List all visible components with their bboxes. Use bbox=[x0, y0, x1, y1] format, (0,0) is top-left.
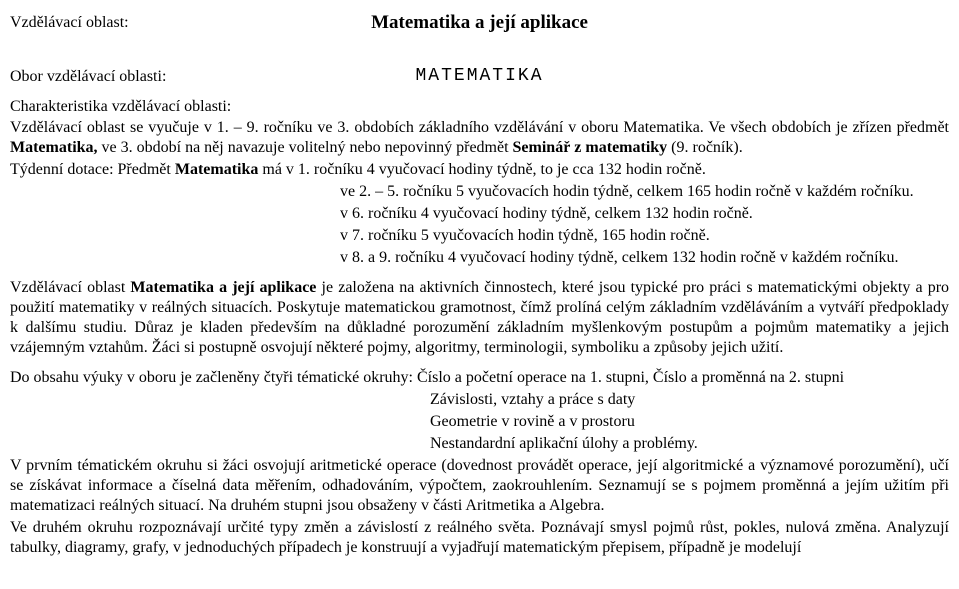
area-label: Vzdělávací oblast: bbox=[10, 14, 129, 32]
characteristics-label: Charakteristika vzdělávací oblasti: bbox=[10, 98, 949, 116]
intro-text-1: Vzdělávací oblast se vyučuje v 1. – 9. r… bbox=[10, 119, 949, 136]
p1-bold: Matematika a její aplikace bbox=[130, 279, 316, 296]
p1-text-1: Vzdělávací oblast bbox=[10, 279, 130, 296]
intro-bold-1: Matematika, bbox=[10, 139, 98, 156]
main-title: Matematika a její aplikace bbox=[10, 12, 949, 34]
paragraph-3: V prvním tématickém okruhu si žáci osvoj… bbox=[10, 456, 949, 516]
dotation-row-4: v 8. a 9. ročníku 4 vyučovací hodiny týd… bbox=[340, 248, 949, 268]
dotation-line: Týdenní dotace: Předmět Matematika má v … bbox=[10, 160, 949, 180]
paragraph-4: Ve druhém okruhu rozpoznávají určité typ… bbox=[10, 518, 949, 558]
topic-2: Geometrie v rovině a v prostoru bbox=[430, 412, 949, 432]
intro-paragraph: Vzdělávací oblast se vyučuje v 1. – 9. r… bbox=[10, 118, 949, 158]
field-label: Obor vzdělávací oblasti: bbox=[10, 68, 166, 86]
intro-bold-2: Seminář z matematiky bbox=[513, 139, 668, 156]
topic-1: Závislosti, vztahy a práce s daty bbox=[430, 390, 949, 410]
intro-text-3: (9. ročník). bbox=[667, 139, 743, 156]
dotation-text-2: má v 1. ročníku 4 vyučovací hodiny týdně… bbox=[258, 161, 705, 178]
intro-text-2: ve 3. období na něj navazuje volitelný n… bbox=[98, 139, 513, 156]
dotation-row-3: v 7. ročníku 5 vyučovacích hodin týdně, … bbox=[340, 226, 949, 246]
dotation-row-2: v 6. ročníku 4 vyučovací hodiny týdně, c… bbox=[340, 204, 949, 224]
paragraph-2: Do obsahu výuky v oboru je začleněny čty… bbox=[10, 368, 949, 388]
document-page: Vzdělávací oblast: Matematika a její apl… bbox=[0, 0, 959, 570]
dotation-text-1: Týdenní dotace: Předmět bbox=[10, 161, 175, 178]
topic-3: Nestandardní aplikační úlohy a problémy. bbox=[430, 434, 949, 454]
dotation-bold: Matematika bbox=[175, 161, 259, 178]
paragraph-1: Vzdělávací oblast Matematika a její apli… bbox=[10, 278, 949, 358]
dotation-row-1: ve 2. – 5. ročníku 5 vyučovacích hodin t… bbox=[340, 182, 949, 202]
